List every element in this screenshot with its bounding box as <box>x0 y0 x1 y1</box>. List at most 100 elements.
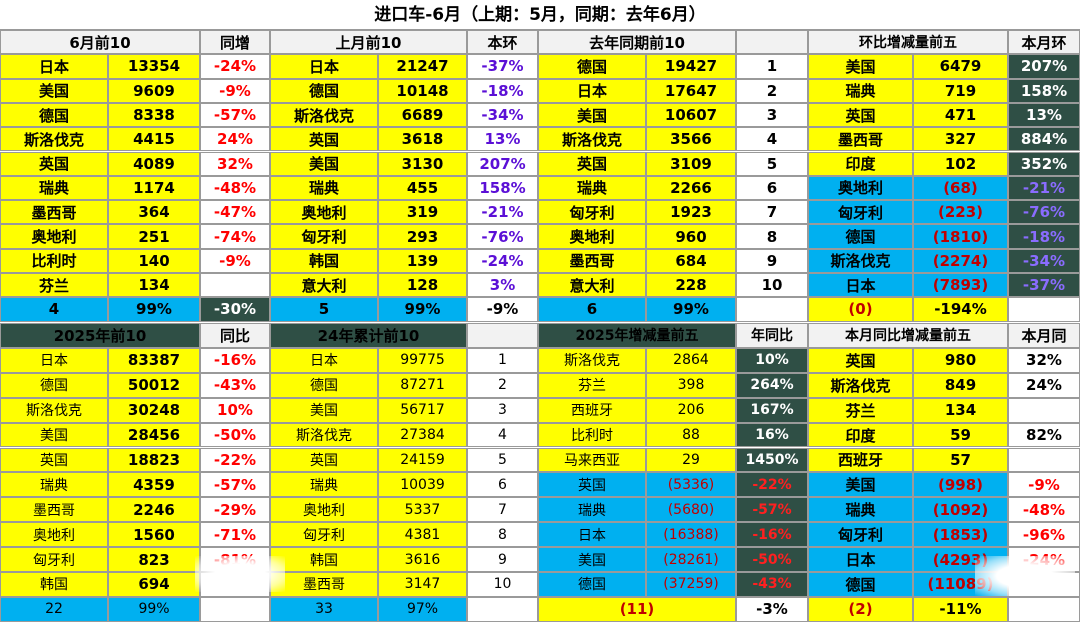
value-cell: 134 <box>913 397 1008 423</box>
value-cell: 5337 <box>378 497 467 523</box>
value-cell: 980 <box>913 347 1008 373</box>
value-cell: 849 <box>913 372 1008 398</box>
value-cell: (223) <box>913 200 1008 225</box>
pct-cell: -24% <box>200 54 270 79</box>
country-cell: 美国 <box>808 54 913 79</box>
country-cell: 匈牙利 <box>808 200 913 225</box>
country-cell: 日本 <box>808 547 913 572</box>
column-header: 本环 <box>467 30 538 55</box>
section-header: 24年累计前10 <box>270 323 467 348</box>
value-cell: 59 <box>913 422 1008 448</box>
pct-cell: 3% <box>467 273 538 298</box>
country-cell: 韩国 <box>270 248 378 273</box>
value-cell: 56717 <box>378 397 467 423</box>
pct-cell: 82% <box>1008 422 1080 448</box>
footer-cell: 99% <box>108 297 200 322</box>
rank-cell: 10 <box>736 273 808 298</box>
country-cell: 英国 <box>270 447 378 473</box>
country-cell: 瑞典 <box>0 175 108 201</box>
footer-cell: 99% <box>646 297 736 322</box>
country-cell: 奥地利 <box>0 224 108 249</box>
country-cell: 墨西哥 <box>0 200 108 225</box>
pct-cell: -21% <box>467 200 538 225</box>
footer-cell <box>736 297 808 322</box>
value-cell: 228 <box>646 273 736 298</box>
pct-cell: 352% <box>1008 151 1080 176</box>
section-header: 6月前10 <box>0 30 200 55</box>
country-cell: 德国 <box>538 572 646 597</box>
pct-cell: -48% <box>1008 497 1080 523</box>
country-cell: 英国 <box>270 127 378 152</box>
country-cell: 芬兰 <box>0 273 108 298</box>
country-cell: 英国 <box>808 347 913 373</box>
value-cell: 30248 <box>108 397 200 423</box>
pct-cell: -34% <box>467 102 538 128</box>
value-cell: 3130 <box>378 151 467 176</box>
pct-cell: -9% <box>200 78 270 103</box>
value-cell: 27384 <box>378 422 467 448</box>
value-cell: 17647 <box>646 78 736 103</box>
country-cell: 日本 <box>808 273 913 298</box>
footer-cell: (0) <box>808 297 913 322</box>
section-header: 环比增减量前五 <box>808 30 1008 55</box>
value-cell: (7893) <box>913 273 1008 298</box>
country-cell: 西班牙 <box>808 447 913 473</box>
footer-cell: -30% <box>200 297 270 322</box>
column-header: 年同比 <box>736 323 808 348</box>
value-cell: 2864 <box>646 347 736 373</box>
section-header: 2025年增减量前五 <box>538 323 736 348</box>
country-cell: 瑞典 <box>808 78 913 103</box>
value-cell: 3147 <box>378 572 467 597</box>
country-cell: 斯洛伐克 <box>538 347 646 373</box>
value-cell: 24159 <box>378 447 467 473</box>
country-cell: 日本 <box>270 347 378 373</box>
country-cell: 斯洛伐克 <box>0 127 108 152</box>
country-cell: 斯洛伐克 <box>808 248 913 273</box>
country-cell: 德国 <box>808 224 913 249</box>
country-cell: 斯洛伐克 <box>270 422 378 448</box>
value-cell: 88 <box>646 422 736 448</box>
value-cell: 1560 <box>108 522 200 548</box>
footer-cell: 6 <box>538 297 646 322</box>
country-cell: 韩国 <box>270 547 378 572</box>
pct-cell: 16% <box>736 422 808 448</box>
value-cell: 134 <box>108 273 200 298</box>
value-cell: (1092) <box>913 497 1008 523</box>
pct-cell: 32% <box>200 151 270 176</box>
country-cell: 芬兰 <box>538 372 646 398</box>
country-cell: 日本 <box>0 347 108 373</box>
pct-cell: -96% <box>1008 522 1080 548</box>
section-header: 去年同期前10 <box>538 30 736 55</box>
country-cell: 德国 <box>0 102 108 128</box>
value-cell: 206 <box>646 397 736 423</box>
value-cell: (68) <box>913 175 1008 201</box>
rank-cell: 9 <box>736 248 808 273</box>
column-header: 本月环 <box>1008 30 1080 55</box>
value-cell: 364 <box>108 200 200 225</box>
value-cell: 694 <box>108 572 200 597</box>
country-cell: 奥地利 <box>270 200 378 225</box>
value-cell: 471 <box>913 102 1008 128</box>
value-cell: 57 <box>913 447 1008 473</box>
value-cell: 719 <box>913 78 1008 103</box>
country-cell: 比利时 <box>538 422 646 448</box>
value-cell: (5680) <box>646 497 736 523</box>
blur-overlay <box>975 556 1075 596</box>
country-cell: 韩国 <box>0 572 108 597</box>
country-cell: 美国 <box>270 397 378 423</box>
pct-cell: -9% <box>200 248 270 273</box>
rank-cell: 6 <box>467 472 538 498</box>
pct-cell: -21% <box>1008 175 1080 201</box>
country-cell: 美国 <box>538 102 646 128</box>
value-cell: (1853) <box>913 522 1008 548</box>
footer-cell: -3% <box>736 596 808 622</box>
rank-cell: 7 <box>736 200 808 225</box>
pct-cell: 10% <box>736 347 808 373</box>
pct-cell: 1450% <box>736 447 808 473</box>
pct-cell: -37% <box>467 54 538 79</box>
value-cell: 10148 <box>378 78 467 103</box>
country-cell: 斯洛伐克 <box>808 372 913 398</box>
country-cell: 奥地利 <box>0 522 108 548</box>
country-cell: 芬兰 <box>808 397 913 423</box>
footer-cell: -194% <box>913 297 1008 322</box>
